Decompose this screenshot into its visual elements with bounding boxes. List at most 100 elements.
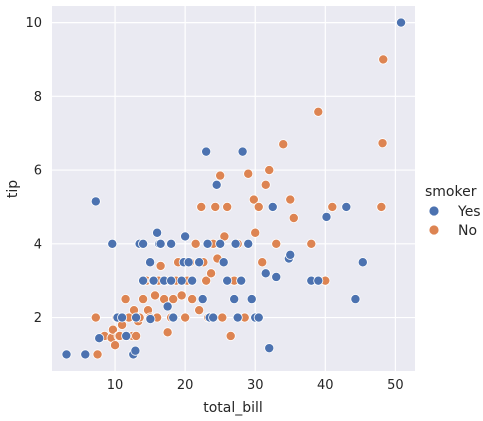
data-point-no bbox=[138, 294, 149, 305]
legend-marker-yes bbox=[428, 205, 440, 217]
data-point-yes bbox=[230, 238, 241, 249]
x-tick-label: 50 bbox=[387, 378, 404, 393]
data-point-no bbox=[92, 349, 103, 360]
data-point-yes bbox=[107, 238, 118, 249]
data-point-yes bbox=[155, 238, 166, 249]
data-point-yes bbox=[168, 312, 179, 323]
data-point-yes bbox=[197, 294, 208, 305]
legend-title: smoker bbox=[425, 184, 477, 200]
legend: smoker Yes No bbox=[425, 184, 481, 239]
data-point-yes bbox=[267, 201, 278, 212]
data-point-no bbox=[285, 194, 296, 205]
x-tick-label: 10 bbox=[107, 378, 124, 393]
data-point-no bbox=[219, 231, 230, 242]
data-point-no bbox=[196, 201, 207, 212]
data-point-yes bbox=[130, 345, 141, 356]
data-point-no bbox=[187, 294, 198, 305]
y-axis-title: tip bbox=[5, 180, 21, 198]
data-point-yes bbox=[218, 257, 229, 268]
data-point-yes bbox=[229, 294, 240, 305]
x-axis-title: total_bill bbox=[203, 400, 263, 416]
data-point-no bbox=[248, 194, 259, 205]
data-point-no bbox=[162, 327, 173, 338]
x-tick-label: 40 bbox=[317, 378, 334, 393]
data-point-yes bbox=[162, 301, 173, 312]
data-point-yes bbox=[145, 314, 156, 325]
data-point-no bbox=[250, 227, 261, 238]
legend-label-no: No bbox=[458, 223, 477, 239]
data-point-no bbox=[168, 294, 179, 305]
data-point-no bbox=[313, 106, 324, 117]
data-point-yes bbox=[313, 275, 324, 286]
tick-labels: 10 20 30 40 50 2 4 6 8 10 bbox=[25, 16, 403, 393]
y-tick-label: 6 bbox=[34, 164, 42, 179]
data-point-no bbox=[253, 201, 264, 212]
data-point-no bbox=[377, 138, 388, 149]
legend-marker-no bbox=[428, 224, 440, 236]
data-point-yes bbox=[80, 349, 91, 360]
data-point-yes bbox=[90, 196, 101, 207]
data-point-no bbox=[264, 165, 275, 176]
data-point-yes bbox=[138, 275, 149, 286]
data-point-yes bbox=[183, 257, 194, 268]
data-point-no bbox=[180, 312, 191, 323]
data-point-yes bbox=[271, 271, 282, 282]
data-points bbox=[61, 17, 407, 360]
data-point-no bbox=[327, 201, 338, 212]
data-point-yes bbox=[202, 238, 213, 249]
data-point-yes bbox=[222, 275, 233, 286]
data-point-no bbox=[217, 312, 228, 323]
y-tick-label: 2 bbox=[34, 311, 42, 326]
data-point-no bbox=[260, 179, 271, 190]
data-point-yes bbox=[131, 312, 142, 323]
legend-label-yes: Yes bbox=[457, 204, 481, 220]
data-point-yes bbox=[321, 211, 332, 222]
data-point-yes bbox=[180, 231, 191, 242]
data-point-yes bbox=[237, 146, 248, 157]
data-point-yes bbox=[201, 146, 212, 157]
data-point-no bbox=[225, 330, 236, 341]
data-point-yes bbox=[61, 349, 72, 360]
data-point-no bbox=[278, 139, 289, 150]
data-point-yes bbox=[253, 312, 264, 323]
data-point-no bbox=[90, 312, 101, 323]
data-point-yes bbox=[285, 249, 296, 260]
data-point-no bbox=[288, 212, 299, 223]
data-point-no bbox=[155, 260, 166, 271]
data-point-yes bbox=[148, 275, 159, 286]
data-point-yes bbox=[194, 257, 205, 268]
data-point-yes bbox=[357, 257, 368, 268]
data-point-yes bbox=[243, 238, 254, 249]
data-point-no bbox=[176, 290, 187, 301]
data-point-yes bbox=[341, 201, 352, 212]
data-point-no bbox=[257, 257, 268, 268]
data-point-yes bbox=[211, 179, 222, 190]
plot-area bbox=[52, 6, 415, 371]
data-point-yes bbox=[117, 312, 128, 323]
data-point-yes bbox=[232, 312, 243, 323]
data-point-no bbox=[190, 238, 201, 249]
data-point-no bbox=[206, 268, 217, 279]
data-point-no bbox=[201, 275, 212, 286]
data-point-no bbox=[150, 290, 161, 301]
data-point-yes bbox=[152, 227, 163, 238]
data-point-yes bbox=[236, 275, 247, 286]
data-point-yes bbox=[145, 257, 156, 268]
data-point-no bbox=[215, 170, 226, 181]
data-point-yes bbox=[208, 312, 219, 323]
data-point-yes bbox=[260, 268, 271, 279]
data-point-yes bbox=[121, 330, 132, 341]
x-tick-label: 30 bbox=[247, 378, 264, 393]
data-point-no bbox=[271, 238, 282, 249]
data-point-yes bbox=[396, 17, 407, 28]
data-point-no bbox=[243, 168, 254, 179]
data-point-yes bbox=[246, 294, 257, 305]
data-point-yes bbox=[264, 343, 275, 354]
data-point-no bbox=[194, 305, 205, 316]
data-point-no bbox=[210, 201, 221, 212]
data-point-yes bbox=[187, 275, 198, 286]
data-point-yes bbox=[94, 333, 105, 344]
y-tick-label: 10 bbox=[25, 16, 42, 31]
data-point-no bbox=[120, 294, 131, 305]
data-point-no bbox=[131, 330, 142, 341]
